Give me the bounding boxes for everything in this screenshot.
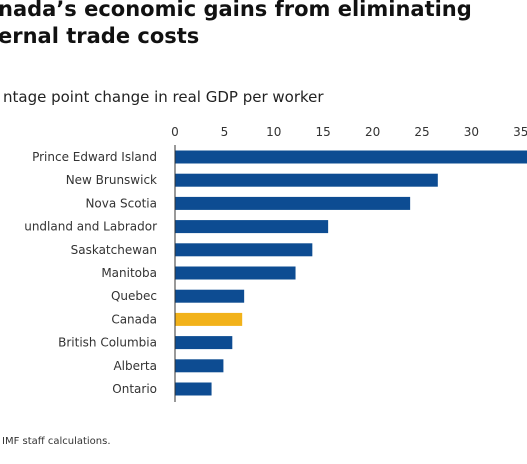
source-note: IMF staff calculations.	[2, 436, 111, 447]
x-tick-label: 15	[316, 125, 331, 139]
x-tick-label: 0	[171, 125, 179, 139]
bar	[175, 266, 296, 280]
category-label: Prince Edward Island	[32, 150, 157, 164]
bar	[175, 173, 438, 187]
bar	[175, 336, 233, 350]
category-label: Canada	[111, 312, 157, 326]
chart-title: nada’s economic gains from eliminating e…	[0, 0, 472, 48]
category-label: Nova Scotia	[85, 196, 157, 210]
category-label: New Brunswick	[66, 173, 157, 187]
bar	[175, 150, 527, 164]
category-label: Quebec	[111, 289, 157, 303]
category-label: British Columbia	[58, 336, 157, 350]
bar	[175, 359, 224, 373]
chart-subtitle: ntage point change in real GDP per worke…	[3, 88, 324, 106]
bar	[175, 220, 329, 234]
bar	[175, 243, 313, 257]
x-tick-label: 35	[513, 125, 527, 139]
x-tick-label: 30	[464, 125, 479, 139]
category-label: Saskatchewan	[71, 243, 157, 257]
x-tick-label: 10	[266, 125, 281, 139]
category-label: Alberta	[113, 359, 157, 373]
x-tick-label: 20	[365, 125, 380, 139]
bar	[175, 312, 243, 326]
x-tick-label: 5	[221, 125, 229, 139]
bar	[175, 289, 245, 303]
x-tick-label: 25	[414, 125, 429, 139]
bar	[175, 196, 411, 210]
category-label: Ontario	[112, 382, 157, 396]
category-label: undland and Labrador	[24, 220, 157, 234]
category-label: Manitoba	[101, 266, 157, 280]
bar	[175, 382, 212, 396]
